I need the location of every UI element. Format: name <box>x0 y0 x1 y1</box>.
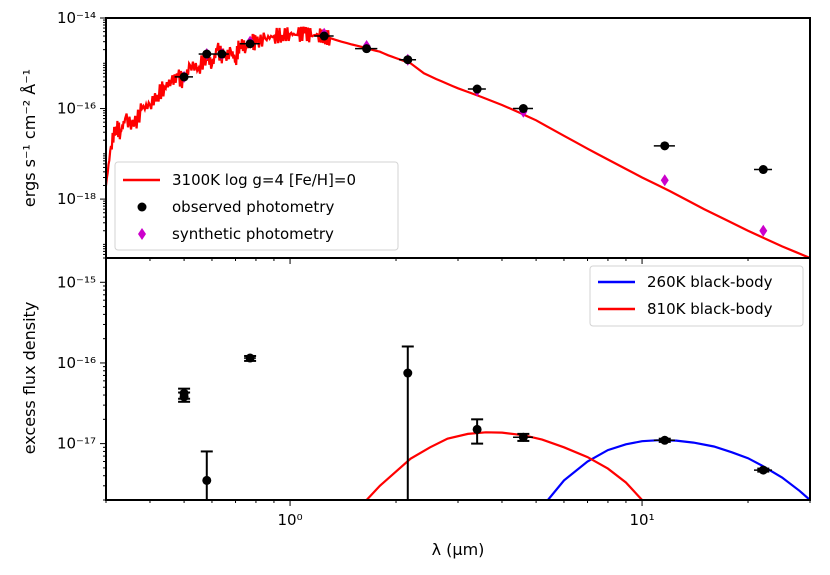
legend-bb260-label: 260K black-body <box>647 273 773 291</box>
bottom-x-tick-label: 10¹ <box>629 511 654 529</box>
excess-flux-point <box>518 432 528 442</box>
bottom-y-axis-label: excess flux density <box>20 302 39 455</box>
observed-photometry-point <box>202 49 212 59</box>
excess-flux-point <box>202 475 212 485</box>
legend-observed-label: observed photometry <box>172 198 334 216</box>
observed-photometry-point <box>245 39 255 49</box>
bottom-legend-box <box>589 265 804 327</box>
excess-flux-point <box>660 435 670 445</box>
excess-flux-point <box>245 353 255 363</box>
top-legend-box <box>114 161 399 251</box>
excess-flux-point <box>472 424 482 434</box>
bottom-legend: 260K black-body 810K black-body <box>589 265 804 327</box>
observed-photometry-point <box>660 141 670 151</box>
bottom-x-tick-label: 10⁰ <box>277 511 302 529</box>
synthetic-photometry-point <box>759 224 768 237</box>
top-y-tick-label: 10⁻¹⁸ <box>57 190 96 208</box>
bottom-axes-frame <box>105 257 811 501</box>
legend-model-label: 3100K log g=4 [Fe/H]=0 <box>172 171 356 189</box>
top-y-axis-label: ergs s⁻¹ cm⁻² Å⁻¹ <box>20 69 39 207</box>
bottom-y-tick-label: 10⁻¹⁷ <box>57 435 96 453</box>
observed-photometry-point <box>472 84 482 94</box>
bottom-y-tick-label: 10⁻¹⁵ <box>57 273 96 291</box>
observed-photometry-point <box>319 31 329 41</box>
excess-flux-point <box>179 392 189 402</box>
top-y-tick-label: 10⁻¹⁶ <box>57 100 96 118</box>
bottom-y-tick-label: 10⁻¹⁶ <box>57 354 96 372</box>
bottom-panel: 10⁻¹⁵ 10⁻¹⁶ 10⁻¹⁷ 10⁰ 10¹ excess flux densit… <box>20 257 811 559</box>
top-legend: 3100K log g=4 [Fe/H]=0 observed photomet… <box>114 161 399 251</box>
legend-bb810-label: 810K black-body <box>647 300 773 318</box>
bb810-curve <box>365 431 643 500</box>
observed-photometry-point <box>758 165 768 175</box>
excess-flux-point <box>758 465 768 475</box>
observed-photometry-point <box>518 104 528 114</box>
x-axis-label: λ (μm) <box>432 540 485 559</box>
legend-synthetic-marker <box>138 228 146 240</box>
synthetic-photometry-point <box>660 174 669 187</box>
observed-photometry-point <box>403 55 413 65</box>
top-y-tick-label: 10⁻¹⁴ <box>57 9 96 27</box>
observed-photometry-point <box>179 72 189 82</box>
top-panel: 10⁻¹⁴ 10⁻¹⁶ 10⁻¹⁸ ergs s⁻¹ cm⁻² Å⁻¹ 3100K … <box>20 9 811 264</box>
observed-photometry-point <box>362 44 372 54</box>
legend-observed-marker <box>137 202 147 212</box>
excess-flux-point <box>403 368 413 378</box>
legend-synthetic-label: synthetic photometry <box>172 225 334 243</box>
observed-photometry-point <box>217 49 227 59</box>
